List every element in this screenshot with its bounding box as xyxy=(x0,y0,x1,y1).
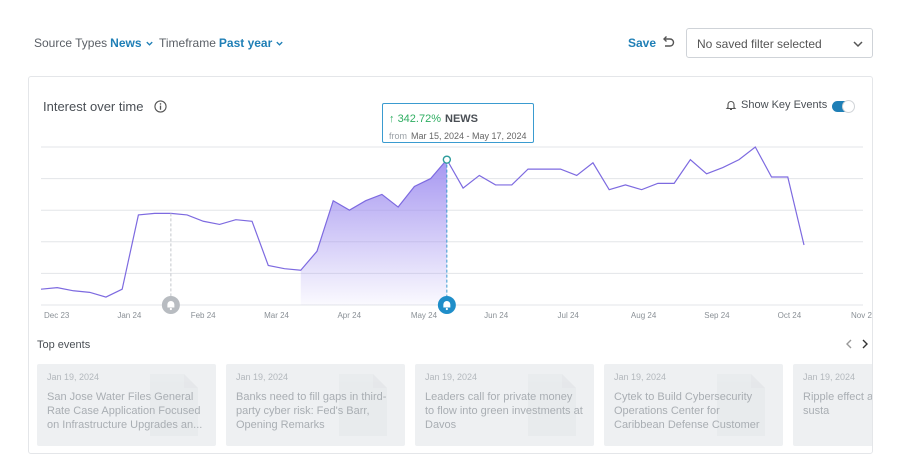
x-tick-label: Jun 24 xyxy=(484,311,509,320)
bell-clapper xyxy=(169,307,172,311)
event-card[interactable]: Jan 19, 2024 Leaders call for private mon… xyxy=(415,364,594,446)
document-icon xyxy=(150,374,198,436)
peak-point xyxy=(442,155,452,164)
event-card[interactable]: Jan 19, 2024 Ripple effect attitudes ca t… xyxy=(793,364,873,446)
timeframe-value: Past year xyxy=(218,36,273,50)
x-tick-label: Jan 24 xyxy=(117,311,142,320)
top-events-title: Top events xyxy=(37,339,91,351)
events-nav xyxy=(844,338,870,350)
save-button[interactable]: Save xyxy=(628,36,657,50)
event-title: Leaders call for private money to flow i… xyxy=(425,391,583,431)
event-title: San Jose Water Files General Rate Case A… xyxy=(47,391,203,431)
chevron-down-icon xyxy=(145,41,153,46)
saved-filter-value: No saved filter selected xyxy=(697,37,822,51)
chevron-down-icon xyxy=(276,41,283,46)
x-tick-label: Jul 24 xyxy=(558,311,580,320)
x-tick-label: May 24 xyxy=(411,311,438,320)
tooltip-change: ↑ 342.72% xyxy=(389,113,441,125)
x-tick-label: Apr 24 xyxy=(337,311,361,320)
bell-icon xyxy=(167,301,175,308)
document-icon xyxy=(528,374,576,436)
toggle-knob xyxy=(842,100,855,113)
event-date: Jan 19, 2024 xyxy=(425,372,478,382)
bell-icon xyxy=(443,301,451,308)
chevron-right-icon[interactable] xyxy=(860,338,870,350)
chevron-left-icon[interactable] xyxy=(844,338,854,350)
saved-filter-select[interactable]: No saved filter selected xyxy=(686,28,873,58)
event-card[interactable]: Jan 19, 2024 San Jose Water Files General… xyxy=(37,364,216,446)
x-tick-label: Dec 23 xyxy=(44,311,70,320)
key-events-label: Show Key Events xyxy=(741,99,828,111)
bell-icon xyxy=(725,101,737,111)
event-card[interactable]: Jan 19, 2024 Banks need to fill gaps in t… xyxy=(226,364,405,446)
chevron-down-icon xyxy=(853,41,863,48)
tooltip-from-label: from xyxy=(389,131,407,141)
document-icon xyxy=(717,374,765,436)
card-title: Interest over time xyxy=(43,99,144,114)
bell-clapper xyxy=(445,307,448,311)
event-date: Jan 19, 2024 xyxy=(47,372,100,382)
interest-over-time-card: Interest over time Show Key Events Dec 2… xyxy=(28,76,873,454)
series-line xyxy=(40,146,805,298)
x-tick-label: Mar 24 xyxy=(264,311,289,320)
event-title: Cytek to Build Cybersecurity Operations … xyxy=(614,391,760,431)
chart-tooltip: ↑ 342.72% NEWS from Mar 15, 2024 - May 17,… xyxy=(382,103,534,143)
show-key-events: Show Key Events xyxy=(725,99,827,111)
highlight-area xyxy=(300,159,447,305)
source-types-label: Source Types xyxy=(34,36,108,50)
x-tick-label: Feb 24 xyxy=(191,311,216,320)
event-date: Jan 19, 2024 xyxy=(803,372,856,382)
timeframe-label: Timeframe xyxy=(159,36,216,50)
event-date: Jan 19, 2024 xyxy=(236,372,289,382)
event-title: Ripple effect attitudes ca toward susta xyxy=(803,391,873,417)
source-types-filter[interactable]: Source Types News xyxy=(34,36,154,50)
source-types-value: News xyxy=(110,36,142,50)
event-card[interactable]: Jan 19, 2024 Cytek to Build Cybersecurity… xyxy=(604,364,783,446)
x-tick-label: Oct 24 xyxy=(778,311,802,320)
tooltip-series: NEWS xyxy=(445,113,478,125)
filter-toolbar: Source Types News Timeframe Past year Sa… xyxy=(0,0,900,76)
event-date: Jan 19, 2024 xyxy=(614,372,667,382)
x-tick-label: Nov 24 xyxy=(851,311,873,320)
event-title: Banks need to fill gaps in third-party c… xyxy=(236,391,387,431)
tooltip-range: Mar 15, 2024 - May 17, 2024 xyxy=(411,131,527,141)
info-icon[interactable] xyxy=(154,100,167,113)
document-icon xyxy=(339,374,387,436)
x-tick-label: Sep 24 xyxy=(704,311,730,320)
timeframe-filter[interactable]: Timeframe Past year xyxy=(159,36,284,50)
undo-icon[interactable] xyxy=(660,34,676,50)
interest-chart[interactable]: Dec 23 Jan 24 Feb 24 Mar 24 Apr 24 May 24 Jun … xyxy=(29,77,873,327)
x-tick-label: Aug 24 xyxy=(631,311,657,320)
key-events-toggle[interactable] xyxy=(832,100,855,113)
